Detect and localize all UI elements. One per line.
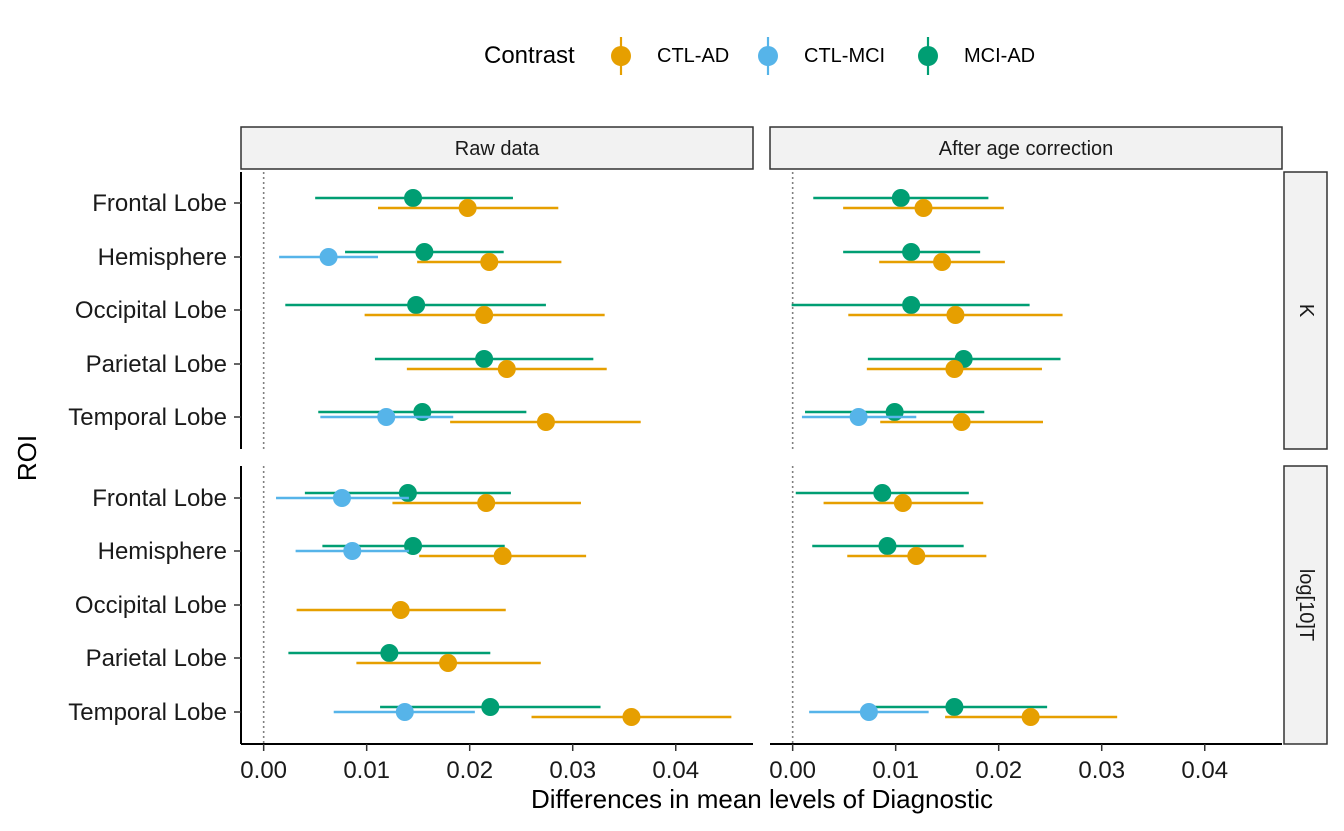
legend-key-point-ctl-ad [611,46,631,66]
point-raw-data-log-10-t-parietal-lobe-ctl-ad [439,654,458,672]
y-tick-label-hemisphere: Hemisphere [98,538,227,565]
point-raw-data-log-10-t-hemisphere-ctl-ad [493,547,512,565]
x-tick-label: 0.03 [549,757,596,784]
x-tick-label: 0.04 [1181,757,1228,784]
point-raw-data-k-frontal-lobe-mci-ad [404,189,423,207]
point-raw-data-log-10-t-temporal-lobe-ctl-ad [622,708,641,726]
legend-label-ctl-mci: CTL-MCI [804,45,885,67]
strip-row-k [1283,171,1328,450]
x-tick-label: 0.02 [975,757,1022,784]
point-after-age-correction-log-10-t-hemisphere-mci-ad [878,537,897,555]
legend-key-point-ctl-mci [758,46,778,66]
point-raw-data-k-frontal-lobe-ctl-ad [458,199,477,217]
y-tick-label-frontal-lobe: Frontal Lobe [92,190,227,217]
legend-label-ctl-ad: CTL-AD [657,45,729,67]
y-tick-label-parietal-lobe: Parietal Lobe [86,351,227,378]
point-after-age-correction-log-10-t-frontal-lobe-ctl-ad [893,494,912,512]
point-raw-data-k-occipital-lobe-ctl-ad [475,306,494,324]
point-raw-data-log-10-t-frontal-lobe-ctl-mci [332,489,351,507]
point-raw-data-log-10-t-temporal-lobe-ctl-mci [395,703,414,721]
point-raw-data-k-parietal-lobe-mci-ad [475,350,494,368]
x-tick-label: 0.04 [652,757,699,784]
point-after-age-correction-log-10-t-temporal-lobe-ctl-ad [1021,708,1040,726]
strip-column-label-after-age-correction: After age correction [939,138,1114,160]
x-tick-label: 0.03 [1078,757,1125,784]
x-tick-label: 0.01 [872,757,919,784]
point-after-age-correction-k-hemisphere-mci-ad [902,243,921,261]
y-tick-label-occipital-lobe: Occipital Lobe [75,297,227,324]
y-tick-label-frontal-lobe: Frontal Lobe [92,485,227,512]
point-after-age-correction-k-temporal-lobe-ctl-ad [952,413,971,431]
strip-row-label-log-10-t: log[10]T [1295,569,1317,641]
point-after-age-correction-k-temporal-lobe-mci-ad [885,403,904,421]
strip-row-log-10-t [1283,465,1328,745]
point-after-age-correction-k-frontal-lobe-mci-ad [891,189,910,207]
point-raw-data-k-parietal-lobe-ctl-ad [497,360,516,378]
y-tick-label-parietal-lobe: Parietal Lobe [86,645,227,672]
point-after-age-correction-log-10-t-hemisphere-ctl-ad [907,547,926,565]
point-after-age-correction-k-occipital-lobe-mci-ad [902,296,921,314]
y-tick-label-temporal-lobe: Temporal Lobe [68,404,227,431]
point-raw-data-k-occipital-lobe-mci-ad [407,296,426,314]
y-tick-label-temporal-lobe: Temporal Lobe [68,699,227,726]
point-raw-data-k-temporal-lobe-ctl-ad [536,413,555,431]
point-raw-data-log-10-t-hemisphere-mci-ad [404,537,423,555]
x-tick-label: 0.01 [343,757,390,784]
legend-label-mci-ad: MCI-AD [964,45,1035,67]
point-after-age-correction-log-10-t-temporal-lobe-mci-ad [945,698,964,716]
point-raw-data-k-temporal-lobe-mci-ad [413,403,432,421]
strip-column-label-raw-data: Raw data [455,138,540,160]
point-after-age-correction-k-occipital-lobe-ctl-ad [946,306,965,324]
x-tick-label: 0.02 [446,757,493,784]
y-tick-label-occipital-lobe: Occipital Lobe [75,592,227,619]
point-after-age-correction-log-10-t-temporal-lobe-ctl-mci [859,703,878,721]
legend-key-point-mci-ad [918,46,938,66]
legend-title: Contrast [484,42,575,69]
point-after-age-correction-k-temporal-lobe-ctl-mci [849,408,868,426]
point-after-age-correction-k-hemisphere-ctl-ad [933,253,952,271]
strip-column-after-age-correction [769,126,1283,170]
x-axis-title: Differences in mean levels of Diagnostic [531,784,993,814]
y-tick-label-hemisphere: Hemisphere [98,244,227,271]
point-after-age-correction-k-parietal-lobe-ctl-ad [945,360,964,378]
strip-column-raw-data [240,126,754,170]
point-raw-data-log-10-t-parietal-lobe-mci-ad [380,644,399,662]
point-raw-data-log-10-t-occipital-lobe-ctl-ad [391,601,410,619]
point-raw-data-log-10-t-temporal-lobe-mci-ad [481,698,500,716]
point-raw-data-log-10-t-hemisphere-ctl-mci [343,542,362,560]
point-raw-data-log-10-t-frontal-lobe-ctl-ad [477,494,496,512]
point-raw-data-k-hemisphere-mci-ad [415,243,434,261]
x-tick-label: 0.00 [240,757,287,784]
point-after-age-correction-log-10-t-frontal-lobe-mci-ad [873,484,892,502]
x-tick-label: 0.00 [769,757,816,784]
point-after-age-correction-k-frontal-lobe-ctl-ad [914,199,933,217]
y-axis-title: ROI [12,435,42,481]
point-raw-data-k-hemisphere-ctl-mci [319,248,338,266]
point-raw-data-log-10-t-frontal-lobe-mci-ad [398,484,417,502]
point-raw-data-k-temporal-lobe-ctl-mci [377,408,396,426]
strip-row-label-k: K [1295,304,1317,318]
point-raw-data-k-hemisphere-ctl-ad [480,253,499,271]
